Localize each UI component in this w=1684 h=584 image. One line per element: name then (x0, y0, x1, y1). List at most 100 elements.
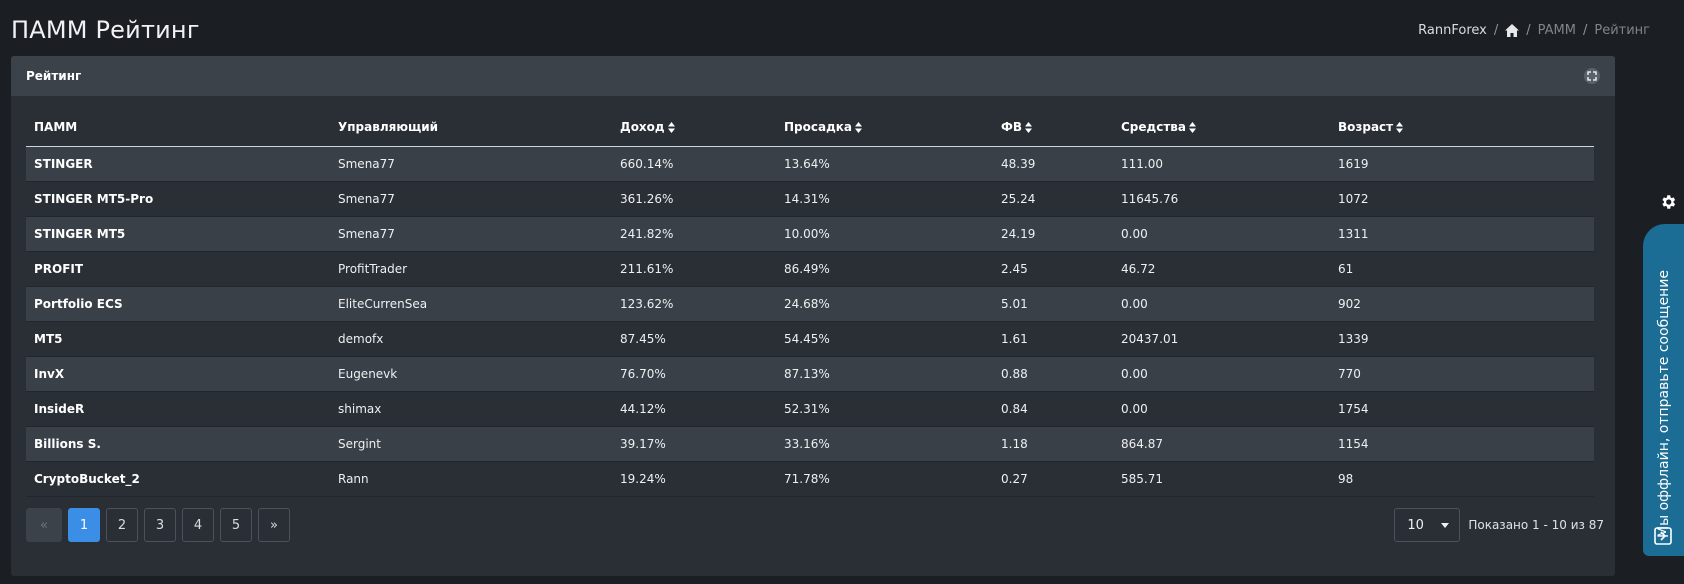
cell-income: 39.17% (612, 426, 776, 462)
cell-fv: 0.88 (993, 356, 1113, 392)
prev-page-button[interactable]: « (26, 508, 62, 542)
column-header-manager: Управляющий (330, 108, 612, 147)
cell-income: 19.24% (612, 461, 776, 497)
cell-manager: demofx (330, 321, 612, 357)
offline-chat-tab[interactable]: Мы оффлайн, отправьте сообщение (1643, 224, 1684, 556)
table-row[interactable]: Billions S. Sergint 39.17% 33.16% 1.18 8… (26, 426, 1594, 462)
table-row[interactable]: STINGER Smena77 660.14% 13.64% 48.39 111… (26, 146, 1594, 182)
cell-income: 241.82% (612, 216, 776, 252)
cell-income: 76.70% (612, 356, 776, 392)
cell-pamm: STINGER MT5-Pro (26, 181, 330, 217)
cell-drawdown: 10.00% (776, 216, 993, 252)
breadcrumb-separator: / (1493, 22, 1499, 38)
card-title: Рейтинг (26, 69, 82, 83)
table-row[interactable]: CryptoBucket_2 Rann 19.24% 71.78% 0.27 5… (26, 461, 1594, 497)
table-body: STINGER Smena77 660.14% 13.64% 48.39 111… (26, 146, 1594, 497)
table-row[interactable]: Portfolio ECS EliteCurrenSea 123.62% 24.… (26, 286, 1594, 322)
cell-pamm: Billions S. (26, 426, 330, 462)
cell-income: 361.26% (612, 181, 776, 217)
cell-funds: 0.00 (1113, 356, 1330, 392)
sort-icon (1025, 121, 1033, 133)
cell-fv: 1.18 (993, 426, 1113, 462)
page-size-select[interactable]: 10 (1394, 508, 1461, 542)
table-row[interactable]: PROFIT ProfitTrader 211.61% 86.49% 2.45 … (26, 251, 1594, 287)
cell-age: 1619 (1330, 146, 1594, 182)
cell-manager: Sergint (330, 426, 612, 462)
cell-manager: Rann (330, 461, 612, 497)
page-button-5[interactable]: 5 (220, 508, 252, 542)
column-header-fv[interactable]: ФВ (993, 108, 1113, 147)
cell-manager: Smena77 (330, 181, 612, 217)
table-row[interactable]: STINGER MT5 Smena77 241.82% 10.00% 24.19… (26, 216, 1594, 252)
table-row[interactable]: STINGER MT5-Pro Smena77 361.26% 14.31% 2… (26, 181, 1594, 217)
table-row[interactable]: InvX Eugenevk 76.70% 87.13% 0.88 0.00 77… (26, 356, 1594, 392)
sort-icon (1396, 121, 1404, 133)
cell-fv: 0.84 (993, 391, 1113, 427)
cell-manager: Smena77 (330, 216, 612, 252)
cell-income: 211.61% (612, 251, 776, 287)
page-button-1[interactable]: 1 (68, 508, 100, 542)
cell-drawdown: 52.31% (776, 391, 993, 427)
table-row[interactable]: MT5 demofx 87.45% 54.45% 1.61 20437.01 1… (26, 321, 1594, 357)
cell-manager: Smena77 (330, 146, 612, 182)
table-wrap: ПАММ Управляющий Доход Просадка ФВ Средс… (26, 108, 1594, 497)
cell-income: 123.62% (612, 286, 776, 322)
cell-manager: ProfitTrader (330, 251, 612, 287)
column-header-income[interactable]: Доход (612, 108, 776, 147)
cell-drawdown: 13.64% (776, 146, 993, 182)
cell-funds: 11645.76 (1113, 181, 1330, 217)
chat-tab-label: Мы оффлайн, отправьте сообщение (1656, 270, 1672, 538)
cell-drawdown: 14.31% (776, 181, 993, 217)
cell-fv: 25.24 (993, 181, 1113, 217)
card-header: Рейтинг (11, 56, 1615, 96)
page-header: ПАММ Рейтинг RannForex / / PAMM / Рейтин… (11, 10, 1654, 50)
rating-table: ПАММ Управляющий Доход Просадка ФВ Средс… (26, 108, 1594, 497)
cell-funds: 111.00 (1113, 146, 1330, 182)
breadcrumb-pamm[interactable]: PAMM (1537, 22, 1576, 38)
cell-fv: 2.45 (993, 251, 1113, 287)
pagination-info: Показано 1 - 10 из 87 (1468, 518, 1604, 532)
cell-age: 1072 (1330, 181, 1594, 217)
page-size-value: 10 (1407, 517, 1424, 533)
breadcrumb-current: Рейтинг (1594, 22, 1650, 38)
table-header-row: ПАММ Управляющий Доход Просадка ФВ Средс… (26, 108, 1594, 147)
gear-icon[interactable] (1652, 188, 1684, 216)
home-icon[interactable] (1505, 23, 1520, 37)
column-header-funds[interactable]: Средства (1113, 108, 1330, 147)
cell-age: 1154 (1330, 426, 1594, 462)
cell-pamm: InsideR (26, 391, 330, 427)
cell-funds: 20437.01 (1113, 321, 1330, 357)
cell-pamm: STINGER MT5 (26, 216, 330, 252)
cell-funds: 0.00 (1113, 216, 1330, 252)
column-header-age[interactable]: Возраст (1330, 108, 1594, 147)
breadcrumb-separator: / (1526, 22, 1531, 38)
cell-funds: 0.00 (1113, 286, 1330, 322)
cell-funds: 864.87 (1113, 426, 1330, 462)
cell-drawdown: 33.16% (776, 426, 993, 462)
cell-fv: 48.39 (993, 146, 1113, 182)
expand-icon[interactable] (1584, 68, 1600, 84)
cell-pamm: InvX (26, 356, 330, 392)
next-page-button[interactable]: » (258, 508, 290, 542)
cell-age: 61 (1330, 251, 1594, 287)
sort-icon (855, 121, 863, 133)
cell-drawdown: 24.68% (776, 286, 993, 322)
cell-drawdown: 87.13% (776, 356, 993, 392)
column-header-drawdown[interactable]: Просадка (776, 108, 993, 147)
breadcrumb-separator: / (1582, 22, 1588, 38)
chat-icon (1653, 526, 1673, 546)
cell-drawdown: 86.49% (776, 251, 993, 287)
page-button-2[interactable]: 2 (106, 508, 138, 542)
table-row[interactable]: InsideR shimax 44.12% 52.31% 0.84 0.00 1… (26, 391, 1594, 427)
breadcrumb-root[interactable]: RannForex (1418, 22, 1487, 38)
page-title: ПАММ Рейтинг (11, 16, 200, 44)
cell-pamm: MT5 (26, 321, 330, 357)
cell-drawdown: 71.78% (776, 461, 993, 497)
page-button-3[interactable]: 3 (144, 508, 176, 542)
page-button-4[interactable]: 4 (182, 508, 214, 542)
cell-income: 44.12% (612, 391, 776, 427)
cell-manager: EliteCurrenSea (330, 286, 612, 322)
breadcrumb: RannForex / / PAMM / Рейтинг (1418, 23, 1650, 38)
cell-age: 902 (1330, 286, 1594, 322)
cell-pamm: PROFIT (26, 251, 330, 287)
